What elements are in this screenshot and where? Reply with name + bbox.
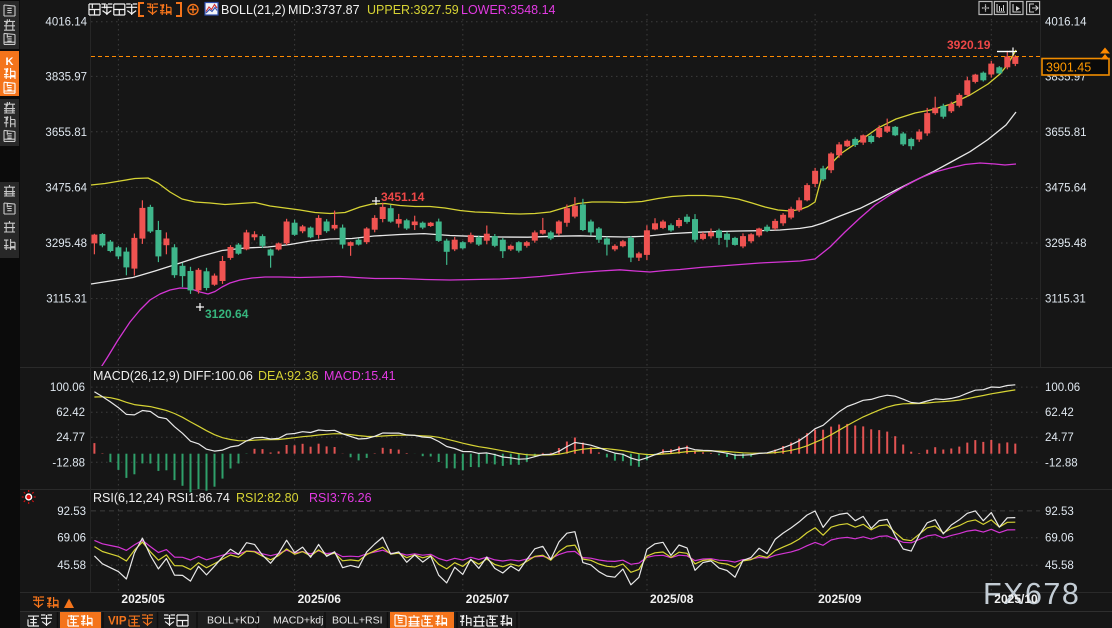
svg-text:-12.88: -12.88 <box>52 457 85 469</box>
svg-text:24.77: 24.77 <box>1045 432 1074 444</box>
svg-text:45.58: 45.58 <box>1045 560 1074 572</box>
svg-text:3901.45: 3901.45 <box>1046 61 1091 75</box>
svg-text:MACD(26,12,9) DIFF:100.06: MACD(26,12,9) DIFF:100.06 <box>93 369 253 383</box>
svg-text:VIP: VIP <box>108 616 127 628</box>
svg-text:4016.14: 4016.14 <box>1045 17 1087 29</box>
svg-text:UPPER:3927.59: UPPER:3927.59 <box>367 3 459 17</box>
svg-text:62.42: 62.42 <box>1045 407 1074 419</box>
svg-text:3655.81: 3655.81 <box>45 127 87 139</box>
svg-text:3475.64: 3475.64 <box>1045 182 1087 194</box>
svg-text:3295.48: 3295.48 <box>1045 238 1087 250</box>
svg-text:3920.19: 3920.19 <box>947 38 991 52</box>
svg-text:RSI2:82.80: RSI2:82.80 <box>236 491 299 505</box>
svg-text:3475.64: 3475.64 <box>45 182 87 194</box>
svg-text:FX678: FX678 <box>983 577 1080 611</box>
svg-text:45.58: 45.58 <box>57 560 86 572</box>
svg-text:100.06: 100.06 <box>50 382 85 394</box>
svg-text:2025/06: 2025/06 <box>298 592 342 606</box>
svg-text:BOLL+KDJ: BOLL+KDJ <box>207 615 260 627</box>
svg-text:K: K <box>6 56 14 68</box>
svg-text:3115.31: 3115.31 <box>1045 294 1086 306</box>
svg-text:2025/09: 2025/09 <box>818 592 862 606</box>
svg-text:LOWER:3548.14: LOWER:3548.14 <box>461 3 556 17</box>
svg-text:69.06: 69.06 <box>1045 533 1074 545</box>
svg-text:100.06: 100.06 <box>1045 382 1080 394</box>
svg-text:3115.31: 3115.31 <box>46 294 87 306</box>
svg-text:BOLL+RSI: BOLL+RSI <box>332 615 383 627</box>
svg-text:2025/10: 2025/10 <box>994 592 1038 606</box>
svg-text:3835.97: 3835.97 <box>45 71 87 83</box>
svg-text:RSI3:76.26: RSI3:76.26 <box>309 491 372 505</box>
svg-text:62.42: 62.42 <box>56 407 85 419</box>
svg-text:MID:3737.87: MID:3737.87 <box>288 3 360 17</box>
svg-text:4016.14: 4016.14 <box>45 17 87 29</box>
svg-text:24.77: 24.77 <box>56 432 85 444</box>
svg-text:RSI(6,12,24) RSI1:86.74: RSI(6,12,24) RSI1:86.74 <box>93 491 230 505</box>
svg-text:MACD+kdj: MACD+kdj <box>273 615 323 627</box>
svg-text:MACD:15.41: MACD:15.41 <box>324 369 396 383</box>
svg-text:-12.88: -12.88 <box>1045 457 1078 469</box>
svg-text:92.53: 92.53 <box>57 506 86 518</box>
svg-text:69.06: 69.06 <box>57 533 86 545</box>
svg-text:2025/08: 2025/08 <box>650 592 694 606</box>
svg-text:DEA:92.36: DEA:92.36 <box>258 369 319 383</box>
svg-text:92.53: 92.53 <box>1045 506 1074 518</box>
svg-text:BOLL(21,2): BOLL(21,2) <box>221 3 286 17</box>
svg-text:2025/07: 2025/07 <box>466 592 510 606</box>
svg-text:3655.81: 3655.81 <box>1045 127 1087 139</box>
svg-text:3295.48: 3295.48 <box>45 238 87 250</box>
svg-text:3451.14: 3451.14 <box>381 190 425 204</box>
svg-text:3120.64: 3120.64 <box>205 307 249 321</box>
svg-text:2025/05: 2025/05 <box>121 592 165 606</box>
